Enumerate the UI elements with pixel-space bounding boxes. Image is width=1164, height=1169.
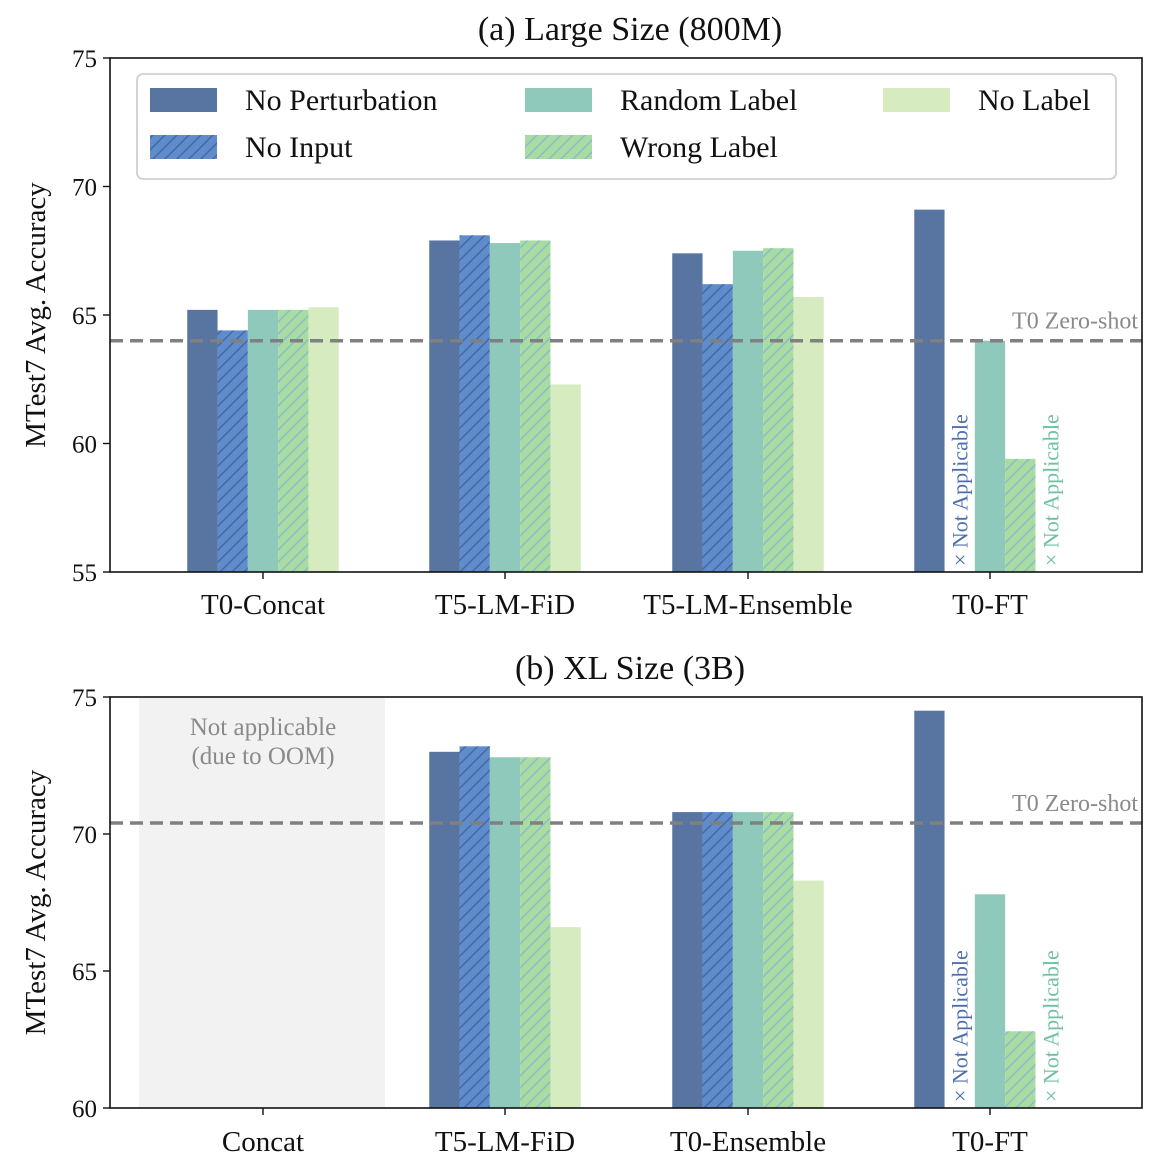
- legend-frame: [136, 73, 1117, 180]
- bar-hatch: [459, 235, 490, 572]
- bar-no-perturbation: [672, 812, 703, 1108]
- y-tick-label: 70: [72, 175, 97, 202]
- bar-no-label: [550, 384, 581, 572]
- y-tick-label: 75: [72, 46, 97, 73]
- bar-hatch: [459, 746, 490, 1108]
- y-axis-label: MTest7 Avg. Accuracy: [20, 182, 52, 448]
- y-tick-label: 60: [72, 432, 97, 459]
- legend-swatch-no-label: [883, 88, 950, 112]
- bar-no-perturbation: [429, 240, 460, 572]
- bar-hatch: [1005, 458, 1036, 572]
- category-label: Concat: [222, 1126, 304, 1158]
- bar-no-label: [793, 880, 824, 1108]
- oom-region: [139, 697, 385, 1108]
- bar-random-label: [974, 894, 1006, 1108]
- bar-hatch: [520, 757, 551, 1108]
- bar-random-label: [489, 757, 521, 1108]
- oom-label-line: Not applicable: [190, 714, 336, 741]
- bar-hatch: [763, 248, 794, 572]
- bar-random-label: [489, 243, 521, 573]
- panel-a: × Not Applicable × Not Applicable T0 Zero-…: [20, 11, 1143, 621]
- bar-no-perturbation: [187, 309, 218, 572]
- legend-swatch-no-perturbation: [150, 88, 217, 112]
- bar-no-perturbation: [672, 253, 703, 572]
- legend-label: Wrong Label: [620, 131, 778, 164]
- bar-no-perturbation: [914, 710, 945, 1108]
- reference-line-label: T0 Zero-shot: [1012, 791, 1138, 817]
- bar-no-perturbation: [429, 751, 460, 1108]
- bar-random-label: [732, 812, 764, 1108]
- bar-hatch: [763, 812, 794, 1108]
- legend-label: No Label: [978, 84, 1090, 117]
- bar-hatch: [217, 330, 248, 572]
- axes-frame: [109, 696, 1143, 1109]
- legend-label: No Input: [245, 131, 353, 164]
- y-tick-label: 55: [72, 560, 97, 587]
- reference-line-label: T0 Zero-shot: [1012, 309, 1138, 335]
- bar-hatch: [278, 309, 309, 572]
- bar-hatch: [1005, 1031, 1036, 1108]
- category-label: T0-FT: [952, 1126, 1028, 1158]
- legend-label: Random Label: [620, 84, 797, 117]
- not-applicable-label: × Not Applicable: [948, 950, 973, 1102]
- legend-label: No Perturbation: [245, 84, 437, 117]
- legend-swatch-hatch: [150, 135, 217, 159]
- y-tick-label: 75: [72, 685, 97, 712]
- not-applicable-label: × Not Applicable: [1039, 414, 1064, 566]
- bar-random-label: [732, 250, 764, 572]
- bar-hatch: [702, 284, 733, 572]
- y-tick-label: 70: [72, 822, 97, 849]
- bar-random-label: [974, 340, 1006, 572]
- category-label: T5-LM-FiD: [435, 589, 575, 621]
- y-tick-label: 65: [72, 959, 97, 986]
- chart-title: (b) XL Size (3B): [515, 650, 745, 687]
- oom-label-line: (due to OOM): [191, 743, 334, 770]
- category-label: T0-FT: [952, 589, 1028, 621]
- chart-title: (a) Large Size (800M): [478, 11, 782, 48]
- y-axis-label: MTest7 Avg. Accuracy: [20, 769, 52, 1035]
- legend-swatch-hatch: [525, 135, 592, 159]
- category-label: T5-LM-Ensemble: [643, 589, 852, 621]
- y-tick-label: 65: [72, 303, 97, 330]
- legend-swatch-random-label: [525, 88, 592, 112]
- bar-hatch: [702, 812, 733, 1108]
- panel-b: Not applicable(due to OOM) × Not Applicab…: [20, 650, 1143, 1158]
- category-label: T0-Concat: [201, 589, 325, 621]
- bar-no-label: [550, 927, 581, 1108]
- bar-no-label: [793, 297, 824, 572]
- bar-no-label: [308, 307, 339, 572]
- not-applicable-label: × Not Applicable: [1039, 950, 1064, 1102]
- legend: No Perturbation No Input Random Label Wrong…: [136, 73, 1117, 180]
- bar-hatch: [520, 240, 551, 572]
- category-label: T5-LM-FiD: [435, 1126, 575, 1158]
- not-applicable-label: × Not Applicable: [948, 414, 973, 566]
- bar-random-label: [247, 309, 279, 572]
- bar-no-perturbation: [914, 209, 945, 572]
- y-tick-label: 60: [72, 1096, 97, 1123]
- category-label: T0-Ensemble: [670, 1126, 826, 1158]
